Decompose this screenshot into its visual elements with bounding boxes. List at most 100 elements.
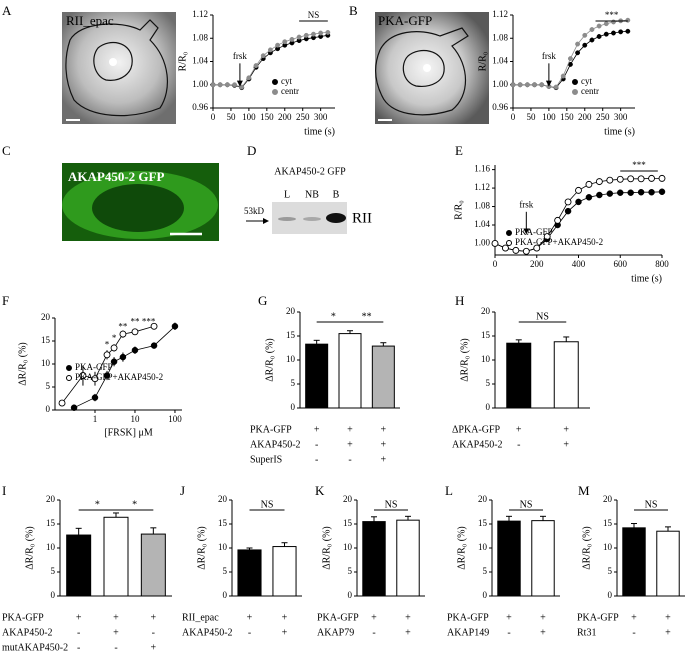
data-point: [596, 23, 602, 29]
condition-label: SuperIS: [250, 454, 282, 465]
data-point: [539, 82, 545, 88]
legend-marker: [66, 365, 72, 371]
y-tick-label: 20: [478, 494, 488, 504]
data-point: [611, 19, 616, 25]
y-tick-label: 10: [286, 354, 296, 364]
data-point: [617, 189, 624, 196]
data-point: [582, 42, 588, 48]
data-point: [79, 372, 87, 379]
significance-label: *: [331, 311, 336, 322]
x-tick-label: 400: [572, 259, 586, 269]
y-axis-label: ΔR/R₀ (%): [581, 526, 592, 570]
data-point: [171, 323, 179, 330]
legend-marker: [506, 230, 512, 236]
significance-label: **: [362, 311, 372, 322]
significance-label: ***: [605, 10, 619, 20]
y-tick-label: 5: [608, 566, 613, 576]
data-point: [289, 36, 295, 42]
lane-label: NB: [305, 189, 319, 200]
data-point: [253, 63, 259, 69]
bar: [396, 519, 420, 597]
legend-label: centr: [581, 86, 599, 96]
y-tick-label: 15: [481, 330, 491, 340]
condition-sign: +: [151, 612, 157, 623]
panel-label: B: [349, 3, 358, 18]
x-tick-label: 300: [314, 112, 328, 122]
annotation: frsk: [542, 51, 556, 61]
condition-sign: +: [282, 612, 288, 623]
condition-sign: +: [631, 612, 637, 623]
image-label: AKAP450-2 GFP: [68, 169, 164, 184]
y-tick-label: 15: [478, 518, 488, 528]
condition-sign: -: [77, 642, 80, 653]
condition-sign: +: [381, 439, 387, 450]
data-point: [553, 84, 559, 90]
significance-label: *: [112, 333, 117, 343]
annotation: frsk: [519, 200, 533, 210]
data-point: [575, 198, 582, 206]
condition-label: PKA-GFP: [317, 612, 359, 623]
significance-label: NS: [385, 499, 398, 510]
significance-label: *: [95, 499, 100, 510]
y-tick-label: 0: [348, 590, 353, 600]
data-point: [603, 21, 609, 27]
significance-label: *: [132, 499, 137, 510]
y-tick-label: 10: [46, 542, 56, 552]
condition-label: AKAP149: [447, 627, 489, 638]
x-axis-label: [FRSK] μM: [104, 427, 153, 438]
y-tick-label: 0: [608, 590, 613, 600]
condition-label: Rt31: [577, 627, 596, 638]
y-tick-label: 20: [343, 494, 353, 504]
condition-sign: -: [348, 454, 351, 465]
significance-label: NS: [645, 499, 658, 510]
data-point: [91, 394, 99, 401]
y-tick-label: 15: [41, 335, 51, 345]
condition-sign: +: [347, 439, 353, 450]
y-tick-label: 10: [343, 542, 353, 552]
y-tick-label: 5: [223, 566, 228, 576]
data-point: [150, 342, 158, 349]
condition-sign: +: [540, 627, 546, 638]
data-point: [501, 244, 509, 252]
condition-sign: +: [347, 424, 353, 435]
lane-label: B: [333, 189, 340, 200]
condition-sign: -: [372, 627, 375, 638]
data-point: [260, 53, 266, 59]
y-tick-label: 0: [51, 590, 56, 600]
condition-sign: -: [248, 627, 251, 638]
legend-label: PKA-GFP: [75, 362, 113, 372]
y-axis-label: R/R₀: [477, 51, 488, 71]
y-tick-label: 15: [218, 518, 228, 528]
condition-sign: +: [563, 439, 569, 450]
y-tick-label: 5: [486, 378, 491, 388]
data-point: [524, 82, 530, 88]
data-point: [554, 216, 562, 224]
condition-sign: +: [563, 424, 569, 435]
y-tick-label: 1.04: [192, 56, 208, 66]
y-tick-label: 1.08: [192, 32, 208, 42]
micrograph-a: RII_epac: [62, 12, 176, 124]
legend-marker: [66, 375, 72, 381]
data-point: [575, 41, 581, 47]
condition-label: ΔPKA-GFP: [452, 424, 501, 435]
x-tick-label: 50: [526, 112, 536, 122]
x-axis-label: time (s): [604, 126, 635, 137]
data-point: [611, 30, 616, 36]
significance-label: NS: [308, 10, 320, 20]
condition-sign: -: [114, 642, 117, 653]
y-tick-label: 20: [218, 494, 228, 504]
data-point: [618, 29, 624, 35]
y-tick-label: 10: [41, 358, 51, 368]
condition-label: AKAP450-2: [452, 439, 503, 450]
data-point: [103, 372, 111, 379]
data-point: [110, 358, 118, 365]
data-point: [603, 31, 609, 37]
condition-label: AKAP450-2: [2, 627, 53, 638]
x-tick-label: 150: [560, 112, 574, 122]
bar: [140, 533, 166, 597]
significance-label: NS: [261, 499, 274, 510]
significance-label: NS: [520, 499, 533, 510]
data-point: [532, 82, 537, 88]
data-point: [575, 50, 581, 56]
